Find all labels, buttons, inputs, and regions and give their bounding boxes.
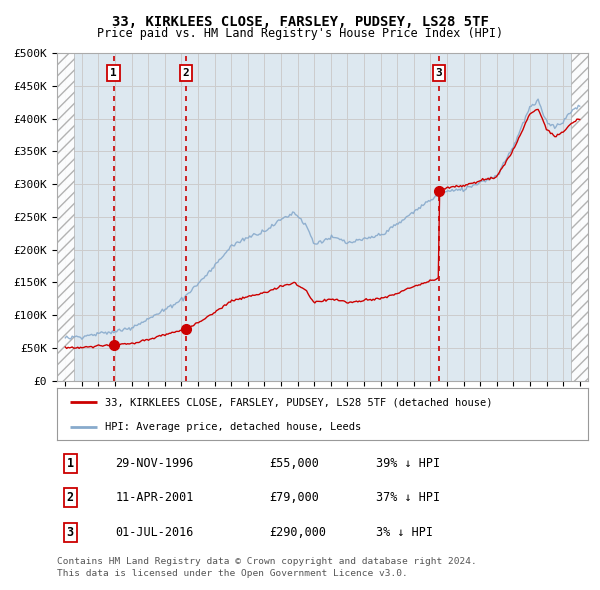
Text: £55,000: £55,000 bbox=[269, 457, 319, 470]
Text: £79,000: £79,000 bbox=[269, 491, 319, 504]
Text: £290,000: £290,000 bbox=[269, 526, 326, 539]
Text: 37% ↓ HPI: 37% ↓ HPI bbox=[376, 491, 440, 504]
Text: 33, KIRKLEES CLOSE, FARSLEY, PUDSEY, LS28 5TF (detached house): 33, KIRKLEES CLOSE, FARSLEY, PUDSEY, LS2… bbox=[105, 397, 492, 407]
Text: 1: 1 bbox=[110, 68, 117, 78]
Text: Price paid vs. HM Land Registry's House Price Index (HPI): Price paid vs. HM Land Registry's House … bbox=[97, 27, 503, 40]
Text: 1: 1 bbox=[67, 457, 74, 470]
Text: 3: 3 bbox=[435, 68, 442, 78]
Bar bbox=[57, 53, 74, 381]
Text: 01-JUL-2016: 01-JUL-2016 bbox=[115, 526, 194, 539]
Text: 39% ↓ HPI: 39% ↓ HPI bbox=[376, 457, 440, 470]
Text: Contains HM Land Registry data © Crown copyright and database right 2024.: Contains HM Land Registry data © Crown c… bbox=[57, 557, 477, 566]
Text: 2: 2 bbox=[183, 68, 190, 78]
Text: 11-APR-2001: 11-APR-2001 bbox=[115, 491, 194, 504]
Bar bbox=[571, 53, 588, 381]
Text: 29-NOV-1996: 29-NOV-1996 bbox=[115, 457, 194, 470]
Text: 2: 2 bbox=[67, 491, 74, 504]
Text: This data is licensed under the Open Government Licence v3.0.: This data is licensed under the Open Gov… bbox=[57, 569, 408, 578]
Text: 3% ↓ HPI: 3% ↓ HPI bbox=[376, 526, 433, 539]
Text: 3: 3 bbox=[67, 526, 74, 539]
Text: HPI: Average price, detached house, Leeds: HPI: Average price, detached house, Leed… bbox=[105, 422, 361, 431]
Text: 33, KIRKLEES CLOSE, FARSLEY, PUDSEY, LS28 5TF: 33, KIRKLEES CLOSE, FARSLEY, PUDSEY, LS2… bbox=[112, 15, 488, 30]
